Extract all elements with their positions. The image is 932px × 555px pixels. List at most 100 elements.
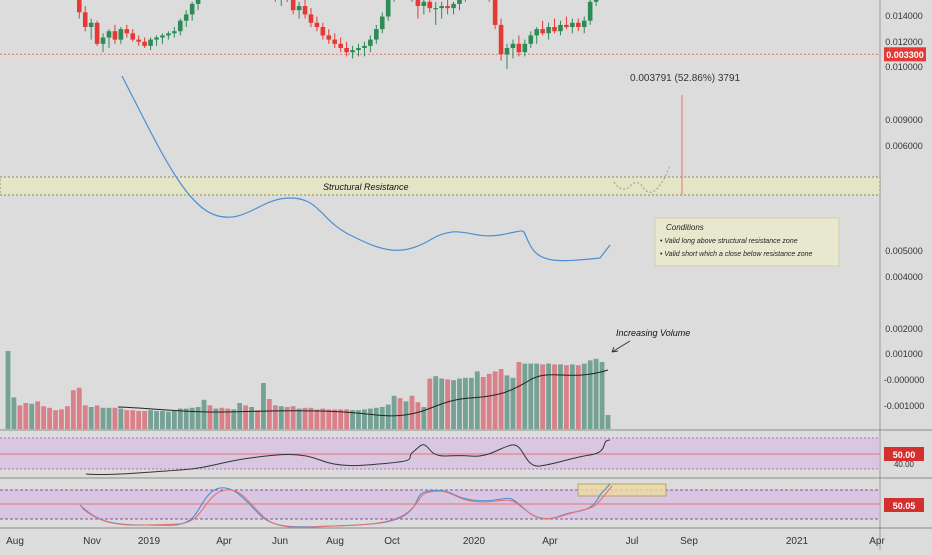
volume-bar [59,409,64,429]
time-tick-label: Apr [216,536,232,547]
volume-bar [231,409,237,429]
candle [564,24,569,27]
candle [338,43,343,48]
candle [344,48,349,53]
candle [492,0,498,25]
price-tick-label: -0.000000 [884,375,925,385]
candle [528,35,534,44]
candle [183,14,189,21]
volume-bar [569,364,575,429]
volume-bar [11,397,17,429]
measure-annotation: 0.003791 (52.86%) 3791 [630,73,741,84]
volume-bar [130,410,136,429]
volume-bar [474,371,480,429]
candle [575,22,581,27]
candle [350,50,355,53]
moving-average-line [121,75,611,262]
candle [570,22,575,27]
candle [534,29,540,36]
candle [166,33,171,36]
candle [552,27,557,32]
candle [148,39,153,46]
candle [118,29,124,40]
volume-bar [272,405,278,429]
volume-bar [575,365,581,429]
candle [385,0,391,17]
projection-path [613,164,671,193]
volume-bar [552,364,557,429]
candle [581,20,587,27]
volume-bar [445,379,451,429]
candle [593,0,599,2]
volume-bar [528,363,534,429]
volume-bar [320,408,326,429]
horizontal-levels [0,53,880,55]
rsi-level-label: 50.00 [893,450,916,460]
time-axis: Aug Nov 2019 Apr Jun Aug Oct 2020 Apr Jul Sep 2021 A… [6,536,885,547]
volume-bar [308,407,314,429]
stoch-level-label: 50.05 [893,501,916,511]
candle [314,22,320,27]
volume-bar [427,378,433,429]
candle [558,24,563,32]
price-tick-label: 0.009000 [885,115,923,125]
volume-bar [332,409,338,429]
volume-bar [463,377,468,429]
candle [546,27,551,34]
volume-bar [367,408,373,429]
candle [356,48,361,51]
volume-bar [165,411,171,429]
rsi-lower-label: 40.00 [894,460,915,469]
volume-bar [581,363,587,429]
candle [421,1,427,6]
volume-bar [23,403,29,429]
price-tick-label: 0.001000 [885,349,923,359]
candle [320,27,326,36]
candle [124,29,130,34]
time-tick-label: Apr [869,536,885,547]
price-labels: 0.0127910.0109640.0077740.0077445d 20h0.… [884,47,926,62]
stoch-rsi-panel: 50.05 [0,483,924,528]
conditions-item: • Valid long above structural resistance… [660,238,798,245]
volume-bar [409,395,415,429]
candle [504,48,510,55]
candle [516,43,522,53]
stoch-k-line [79,483,611,528]
candle [522,43,528,53]
volume-bar [433,376,439,429]
volume-bar [510,377,516,429]
volume-bar [76,387,82,429]
volume-bar [558,364,563,429]
price-axis: 0.014000 0.012000 0.010000 0.009000 0.006000… [884,11,925,411]
candle [427,1,433,9]
volume-bar [5,351,11,429]
candle [451,3,456,9]
volume-bar [106,407,112,429]
volume-bar [100,407,106,429]
volume-bar [189,407,195,429]
volume-bar [237,403,243,429]
price-tick-label: 0.014000 [885,11,923,21]
volume-bar [35,401,41,429]
volume-bar [53,410,58,429]
volume-bar [177,408,183,429]
volume-bar [171,411,177,429]
volume-bar [344,409,350,429]
candle [76,0,82,13]
volume-bar [243,405,249,429]
structural-resistance-zone [0,176,881,196]
candle [195,0,201,4]
volume-bar [486,373,492,429]
candle [88,22,94,27]
conditions-title: Conditions [666,223,704,232]
volume-bar [65,406,70,429]
candle [302,6,308,15]
volume-bar [82,405,88,429]
volume-bar [213,408,219,429]
candle [106,31,112,38]
rsi-panel: 50.0040.00 [0,437,924,476]
volume-bar [124,410,130,429]
price-label-badge [884,47,926,62]
